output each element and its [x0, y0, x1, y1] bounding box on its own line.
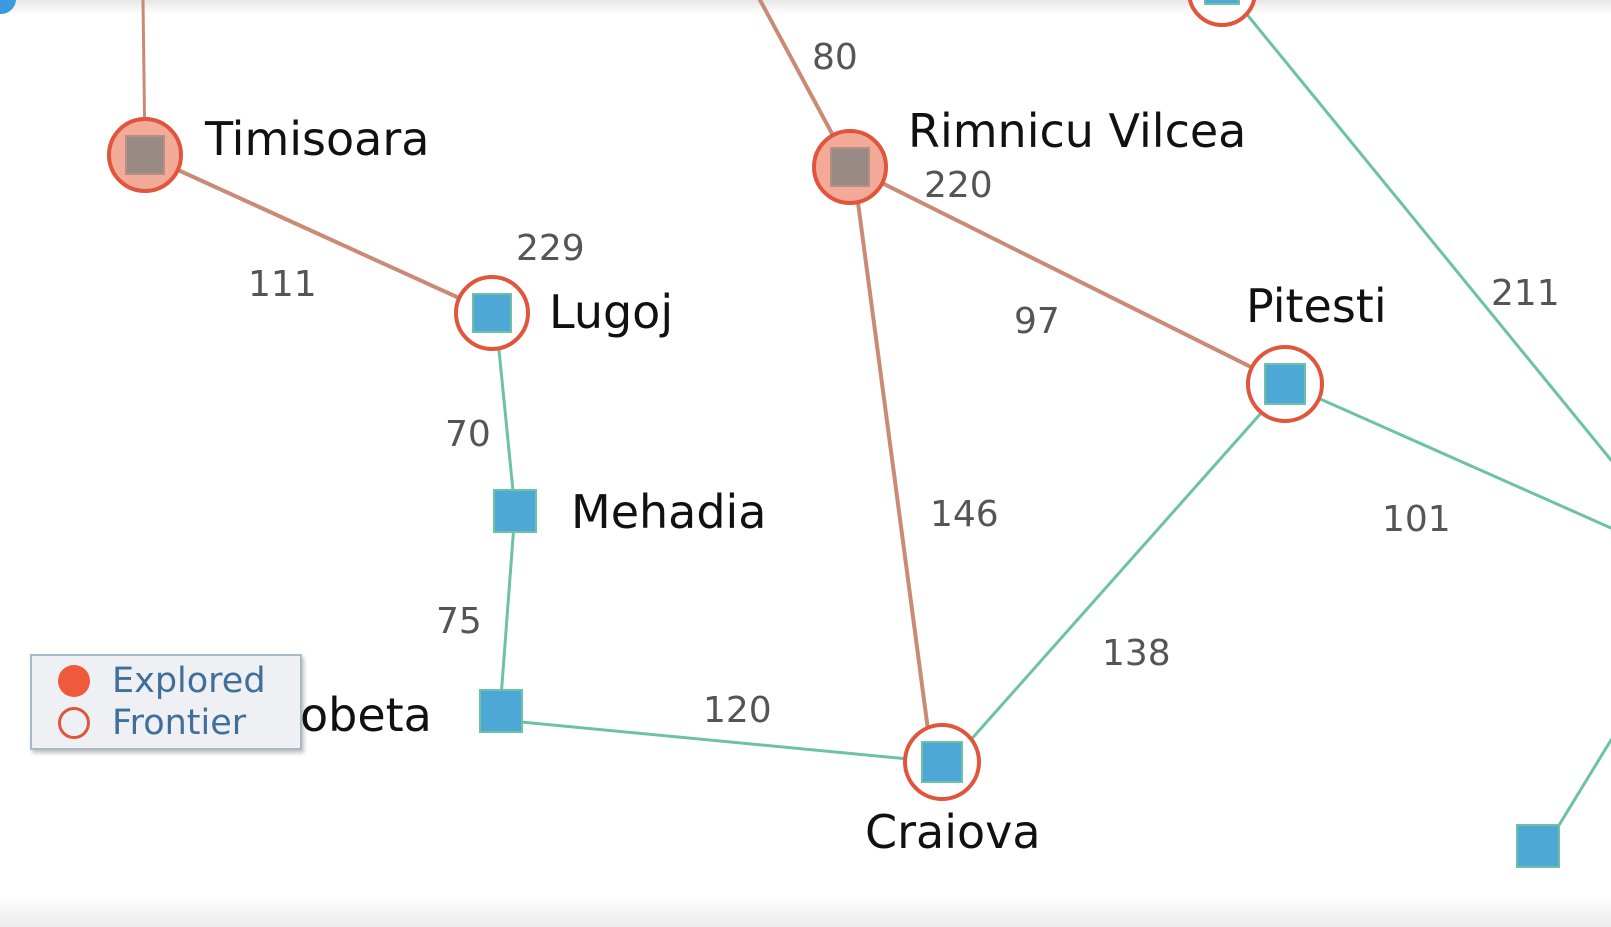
legend-row-explored: Explored: [32, 660, 300, 702]
city-labels: Timisoara Rimnicu Vilcea Lugoj Pitesti C…: [204, 104, 1387, 859]
path-cost-label: 229: [516, 228, 585, 269]
edge-pitesti-craiova: [958, 410, 1264, 754]
node-square: [472, 293, 512, 333]
edge-distance-label: 138: [1102, 633, 1171, 674]
city-node-craiova[interactable]: [903, 723, 981, 801]
node-square: [830, 147, 870, 187]
city-node-rimnicu-vilcea[interactable]: [812, 129, 888, 205]
edge-offscreen-bottom-right: [1551, 738, 1611, 837]
city-node-timisoara[interactable]: [107, 117, 183, 193]
edge-distance-label: 146: [930, 494, 999, 535]
node-square: [1264, 363, 1306, 405]
city-label-craiova: Craiova: [865, 805, 1041, 859]
city-node-drobeta[interactable]: [479, 689, 523, 733]
path-cost-label: 220: [924, 165, 993, 206]
edge-timisoara-lugoj: [143, 153, 494, 315]
legend-explored-label: Explored: [112, 661, 266, 701]
city-label-timisoara: Timisoara: [204, 112, 429, 166]
city-label-drobeta: obeta: [300, 688, 432, 742]
city-node-pitesti[interactable]: [1246, 345, 1324, 423]
edge-pitesti-offscreen: [1316, 396, 1611, 530]
legend-row-frontier: Frontier: [32, 702, 300, 744]
bottom-edge-band: [0, 895, 1611, 927]
node-square: [479, 689, 523, 733]
frontier-swatch-icon: [58, 707, 90, 739]
edge-distance-label: 97: [1014, 301, 1060, 342]
edge-distance-label: 120: [703, 690, 772, 731]
nodes: ​: [107, 0, 1560, 868]
edge-rimnicu-pitesti: [848, 165, 1287, 386]
edge-distance-label: 101: [1382, 499, 1451, 540]
edge-offscreen-offscreen: [1243, 10, 1611, 462]
edge-distance-label: 80: [812, 37, 858, 78]
distance-labels: 111 70 75 120 97 146 138 101 211 80 229 …: [248, 37, 1560, 731]
city-node-offscreen: ​: [1187, 0, 1257, 27]
node-square: [493, 489, 537, 533]
legend-frontier-label: Frontier: [112, 703, 247, 743]
edge-distance-label: 211: [1491, 273, 1560, 314]
edge-lugoj-mehadia: [495, 328, 517, 513]
city-label-mehadia: Mehadia: [571, 485, 767, 539]
node-square: [921, 741, 963, 783]
explored-swatch-icon: [58, 665, 90, 697]
legend: Explored Frontier: [30, 654, 302, 750]
edge-drobeta-craiova: [498, 718, 942, 764]
edge-distance-label: 111: [248, 264, 317, 305]
city-label-rimnicu-vilcea: Rimnicu Vilcea: [908, 104, 1246, 158]
node-square: [125, 135, 165, 175]
edge-mehadia-drobeta: [498, 509, 517, 713]
edge-distance-label: 70: [445, 414, 491, 455]
city-node-offscreen-bottom-right: [1516, 824, 1560, 868]
city-node-lugoj[interactable]: [454, 275, 530, 351]
city-node-mehadia[interactable]: [493, 489, 537, 533]
edge-rimnicu-craiova: [853, 178, 934, 762]
city-label-pitesti: Pitesti: [1246, 279, 1387, 333]
edge-distance-label: 75: [436, 601, 482, 642]
edges: [141, 0, 1611, 837]
city-label-lugoj: Lugoj: [549, 285, 673, 339]
